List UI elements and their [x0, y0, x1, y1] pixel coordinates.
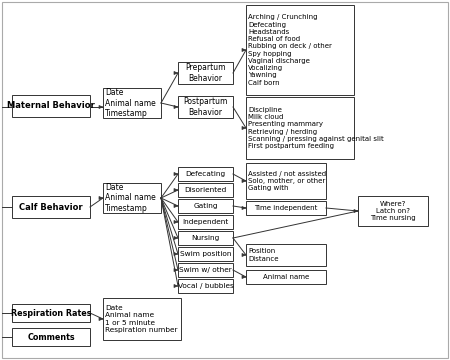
Text: Swim w/ other: Swim w/ other [179, 267, 232, 273]
Text: Where?
Latch on?
Time nursing: Where? Latch on? Time nursing [370, 201, 416, 221]
Bar [246, 163, 326, 199]
Bar [178, 263, 233, 277]
Bar [178, 199, 233, 213]
Bar [178, 62, 233, 84]
Text: Date
Animal name
Timestamp: Date Animal name Timestamp [105, 183, 156, 213]
Bar [103, 183, 161, 213]
Text: Vocal / bubbles: Vocal / bubbles [178, 283, 234, 289]
Text: Prepartum
Behavior: Prepartum Behavior [185, 63, 226, 83]
Bar [246, 244, 326, 266]
Text: Gating: Gating [193, 203, 218, 209]
Bar [246, 270, 326, 284]
Bar [246, 97, 354, 159]
Text: Position
Distance: Position Distance [248, 248, 279, 262]
Text: Assisted / not assisted
Solo, mother, or other
Gating with: Assisted / not assisted Solo, mother, or… [248, 171, 326, 191]
Bar [178, 247, 233, 261]
Text: Calf Behavior: Calf Behavior [19, 202, 83, 211]
Text: Swim position: Swim position [180, 251, 231, 257]
Bar [103, 298, 181, 340]
Text: Discipline
Milk cloud
Presenting mammary
Retrieving / herding
Scanning / pressin: Discipline Milk cloud Presenting mammary… [248, 107, 384, 149]
Bar [246, 201, 326, 215]
Text: Date
Animal name
Timestamp: Date Animal name Timestamp [105, 88, 156, 118]
Text: Date
Animal name
1 or 5 minute
Respiration number: Date Animal name 1 or 5 minute Respirati… [105, 305, 177, 333]
Bar [178, 96, 233, 118]
Bar [246, 5, 354, 95]
Text: Arching / Crunching
Defecating
Headstands
Refusal of food
Rubbing on deck / othe: Arching / Crunching Defecating Headstand… [248, 14, 332, 86]
Text: Comments: Comments [27, 333, 75, 342]
Text: Time independent: Time independent [254, 205, 318, 211]
Text: Postpartum
Behavior: Postpartum Behavior [183, 97, 228, 117]
Bar [358, 196, 428, 226]
Text: Independent: Independent [182, 219, 229, 225]
Bar [12, 304, 90, 322]
Text: Animal name: Animal name [263, 274, 309, 280]
Bar [12, 328, 90, 346]
Text: Maternal Behavior: Maternal Behavior [7, 102, 95, 111]
Bar [178, 279, 233, 293]
Bar [178, 167, 233, 181]
Bar [178, 215, 233, 229]
Bar [103, 88, 161, 118]
Text: Nursing: Nursing [191, 235, 220, 241]
Text: Disoriented: Disoriented [184, 187, 227, 193]
Bar [178, 183, 233, 197]
Bar [12, 196, 90, 218]
Text: Respiration Rates: Respiration Rates [11, 309, 91, 318]
Text: Defecating: Defecating [185, 171, 225, 177]
Bar [12, 95, 90, 117]
Bar [178, 231, 233, 245]
